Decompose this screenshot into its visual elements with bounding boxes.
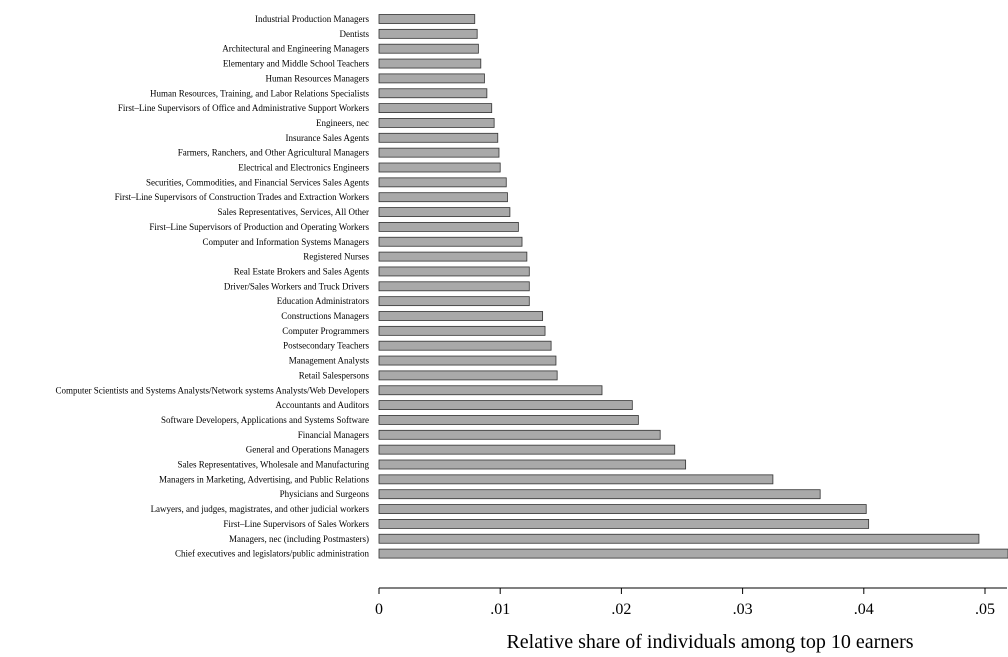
category-label: Managers, nec (including Postmasters)	[229, 534, 369, 544]
category-label: Postsecondary Teachers	[283, 341, 369, 351]
x-tick-label: .03	[733, 601, 753, 618]
bar	[378, 88, 488, 99]
bar	[378, 207, 511, 217]
bar	[378, 400, 633, 411]
category-label: Engineers, nec	[316, 118, 369, 128]
category-label: Software Developers, Applications and Sy…	[161, 415, 369, 425]
bar	[378, 355, 557, 366]
category-label: Driver/Sales Workers and Truck Drivers	[224, 281, 370, 291]
category-label: Computer Programmers	[282, 326, 369, 336]
bar	[378, 236, 523, 247]
category-label: Lawyers, and judges, magistrates, and ot…	[151, 504, 370, 514]
bar	[378, 474, 774, 485]
x-tick-label: .05	[975, 601, 995, 618]
bar	[378, 221, 519, 232]
bar	[378, 58, 482, 69]
category-label: Accountants and Auditors	[276, 400, 370, 410]
x-tick-label: 0	[375, 601, 383, 618]
bar	[378, 340, 552, 351]
bar	[378, 132, 499, 143]
bar	[378, 281, 530, 292]
bar	[378, 444, 676, 455]
category-label: Managers in Marketing, Advertising, and …	[159, 474, 369, 484]
category-label: Industrial Production Managers	[255, 14, 369, 24]
category-label: Insurance Sales Agents	[286, 133, 370, 143]
category-label: Constructions Managers	[281, 311, 369, 321]
bar	[378, 311, 544, 321]
bar	[378, 429, 661, 440]
bar	[378, 73, 485, 84]
category-label: Sales Representatives, Wholesale and Man…	[177, 460, 369, 470]
bar	[378, 103, 493, 113]
bar	[378, 28, 478, 39]
category-label: First–Line Supervisors of Sales Workers	[223, 519, 369, 529]
category-label: Elementary and Middle School Teachers	[223, 59, 370, 69]
category-label: Computer and Information Systems Manager…	[203, 237, 370, 247]
category-label: Sales Representatives, Services, All Oth…	[218, 207, 369, 217]
bars	[378, 14, 1008, 559]
bar	[378, 415, 639, 425]
category-label: First–Line Supervisors of Office and Adm…	[118, 103, 370, 113]
bar	[378, 370, 558, 381]
category-label: First–Line Supervisors of Construction T…	[115, 192, 370, 202]
category-label: Chief executives and legislators/public …	[175, 549, 369, 559]
bar	[378, 251, 528, 262]
category-label: Farmers, Ranchers, and Other Agricultura…	[178, 148, 370, 158]
category-label: Real Estate Brokers and Sales Agents	[234, 266, 370, 276]
category-label: General and Operations Managers	[246, 445, 370, 455]
bar	[378, 325, 546, 336]
bar	[378, 504, 867, 514]
category-label: Financial Managers	[298, 430, 370, 440]
category-label: Human Resources Managers	[266, 73, 370, 83]
bar	[378, 147, 500, 158]
bar	[378, 266, 530, 277]
bar	[378, 162, 501, 173]
x-axis-ticks: 0 .01 .02 .03 .04 .05	[375, 588, 995, 618]
bar	[378, 43, 479, 54]
x-axis-title: Relative share of individuals among top …	[506, 631, 913, 653]
category-label: Registered Nurses	[303, 252, 369, 262]
category-label: Retail Salespersons	[299, 370, 370, 380]
category-label: Education Administrators	[277, 296, 370, 306]
category-label: Securities, Commodities, and Financial S…	[146, 177, 369, 187]
bar	[378, 489, 821, 500]
category-label: Physicians and Surgeons	[280, 489, 370, 499]
category-label: Electrical and Electronics Engineers	[238, 163, 369, 173]
bar	[378, 296, 530, 307]
x-tick-label: .02	[611, 601, 631, 618]
category-label: First–Line Supervisors of Production and…	[149, 222, 369, 232]
bar	[378, 177, 507, 188]
bar	[378, 118, 495, 128]
bar	[378, 548, 1008, 559]
category-label: Management Analysts	[289, 356, 370, 366]
category-label: Computer Scientists and Systems Analysts…	[55, 385, 369, 395]
x-tick-label: .01	[490, 601, 510, 618]
bar	[378, 519, 870, 529]
bar	[378, 385, 603, 396]
bar	[378, 192, 508, 203]
x-tick-label: .04	[854, 601, 874, 618]
bar	[378, 459, 687, 470]
bar	[378, 14, 476, 24]
bar	[378, 533, 980, 544]
category-label: Human Resources, Training, and Labor Rel…	[150, 88, 369, 98]
category-label: Dentists	[339, 29, 369, 39]
category-labels: Industrial Production Managers Dentists Ar…	[55, 14, 369, 559]
category-label: Architectural and Engineering Managers	[222, 44, 369, 54]
x-axis: 0 .01 .02 .03 .04 .05	[375, 587, 1007, 618]
